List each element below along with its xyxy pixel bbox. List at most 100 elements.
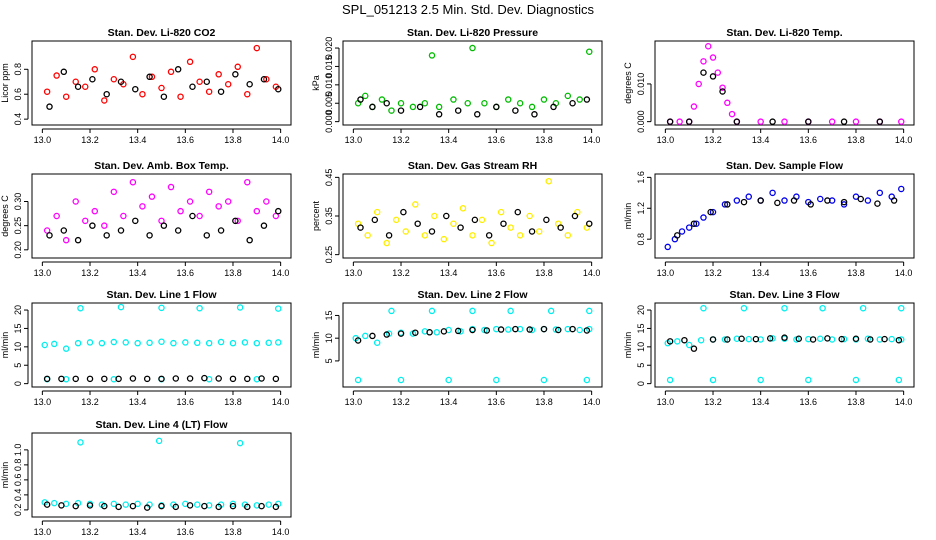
data-point (540, 376, 548, 384)
data-point (232, 217, 239, 225)
data-point (685, 341, 693, 349)
y-tick-label: 0 (13, 381, 23, 386)
y-tick-label: 0.6 (13, 88, 23, 101)
data-point (805, 376, 812, 384)
data-point (229, 502, 237, 510)
data-point (86, 339, 94, 346)
data-point (824, 197, 831, 204)
data-point (454, 327, 462, 335)
series-secondary (674, 195, 898, 239)
data-point (110, 188, 118, 196)
x-tick-label: 13.0 (345, 135, 363, 145)
data-point (586, 48, 593, 55)
x-tick-label: 14.0 (895, 135, 913, 145)
data-point (569, 99, 576, 107)
x-tick-label: 14.0 (583, 135, 601, 145)
data-point (189, 83, 196, 90)
data-point (383, 239, 390, 247)
data-point (504, 96, 512, 103)
data-point (805, 118, 812, 125)
data-point (819, 304, 826, 312)
data-point (693, 220, 700, 227)
y-tick-label: 0.015 (324, 55, 334, 78)
y-tick-label: 1.0 (13, 444, 23, 457)
series-primary (43, 44, 280, 104)
series-primary (43, 178, 280, 244)
x-tick-label: 13.0 (34, 397, 52, 407)
data-point (129, 53, 137, 61)
data-point (864, 197, 872, 204)
y-tick-label: 0.000 (636, 110, 646, 133)
data-point (51, 499, 58, 507)
data-point (177, 207, 184, 215)
data-point (101, 222, 108, 229)
data-point (840, 335, 848, 343)
data-point (357, 96, 364, 103)
data-point (51, 340, 58, 348)
data-point (421, 99, 429, 107)
chart-title-co2: Stan. Dev. Li-820 CO2 (108, 27, 216, 39)
x-tick-label: 13.4 (129, 527, 147, 537)
y-tick-label: 1.2 (636, 202, 646, 215)
x-tick-label: 13.6 (177, 397, 195, 407)
y-tick-label: 0.20 (13, 241, 23, 259)
data-point (103, 90, 110, 98)
plot-frame (654, 302, 915, 388)
data-point (72, 375, 79, 383)
data-point (700, 304, 707, 312)
chart-title-pressure: Stan. Dev. Li-820 Pressure (407, 27, 538, 39)
data-point (493, 103, 500, 111)
x-tick-label: 13.2 (704, 397, 722, 407)
data-point (263, 198, 270, 205)
data-point (540, 96, 548, 103)
data-point (690, 345, 698, 352)
data-point (74, 236, 82, 244)
data-point (182, 339, 189, 346)
x-tick-label: 13.6 (177, 268, 195, 278)
x-tick-label: 13.8 (847, 135, 865, 145)
x-tick-label: 13.8 (535, 135, 553, 145)
data-point (459, 205, 467, 212)
x-tick-label: 13.8 (224, 397, 242, 407)
series-primary (41, 437, 282, 509)
data-point (177, 93, 184, 100)
data-point (569, 325, 576, 333)
data-point (497, 326, 505, 333)
x-tick-label: 13.8 (847, 397, 865, 407)
data-point (409, 103, 417, 111)
data-point (678, 228, 686, 235)
x-tick-label: 14.0 (272, 268, 290, 278)
data-point (122, 501, 130, 508)
data-point (681, 336, 688, 344)
data-point (383, 99, 390, 107)
data-point (58, 502, 65, 509)
data-point (557, 224, 564, 231)
x-tick-label: 13.0 (345, 397, 363, 407)
series-secondary (666, 334, 903, 352)
data-point (117, 227, 125, 234)
x-tick-label: 14.0 (583, 268, 601, 278)
data-point (189, 212, 196, 220)
data-point (193, 339, 201, 347)
data-point (445, 376, 452, 384)
data-point (82, 217, 89, 225)
x-tick-label: 13.0 (34, 527, 52, 537)
x-tick-label: 13.0 (345, 268, 363, 278)
data-point (700, 214, 707, 221)
data-point (253, 339, 261, 347)
chart-title-sampleflow: Stan. Dev. Sample Flow (726, 160, 844, 172)
data-point (528, 228, 536, 235)
y-tick-label: 15 (324, 310, 334, 320)
y-axis-label: ml/min (0, 332, 10, 359)
data-point (193, 501, 201, 508)
data-point (898, 185, 905, 193)
data-point (143, 375, 151, 383)
data-point (186, 58, 194, 66)
data-point (428, 228, 436, 235)
data-point (483, 327, 491, 334)
data-point (781, 197, 788, 204)
x-tick-label: 13.0 (657, 268, 675, 278)
data-point (224, 80, 232, 88)
data-point (46, 103, 53, 110)
